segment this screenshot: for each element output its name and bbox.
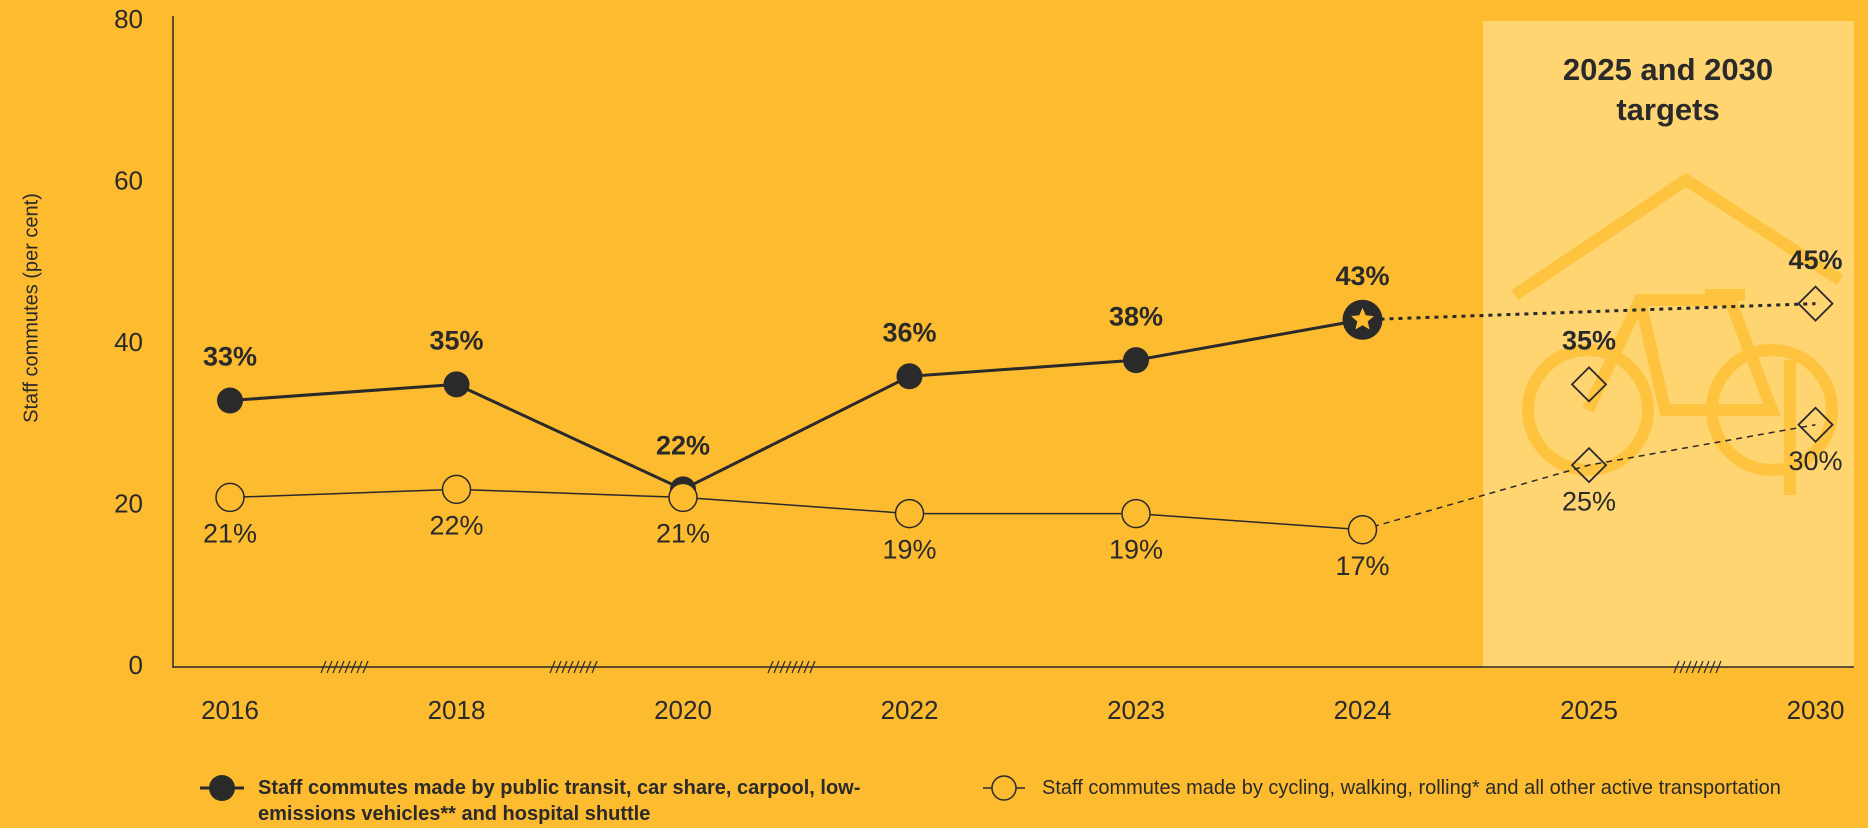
break-mark	[1685, 660, 1692, 674]
break-mark	[1691, 660, 1698, 674]
target-marker	[1797, 285, 1834, 322]
point	[1347, 514, 1378, 545]
x-tick-label: 2020	[654, 695, 712, 725]
point	[1121, 498, 1151, 529]
legend-entry: Staff commutes made by cycling, walking,…	[1042, 777, 1781, 799]
data-label: 19%	[882, 535, 936, 565]
star-icon	[1351, 307, 1374, 330]
break-mark	[797, 660, 804, 674]
series-line	[229, 488, 1363, 531]
break-mark	[338, 660, 345, 674]
break-mark	[585, 660, 592, 674]
data-label: 22%	[429, 510, 483, 540]
point	[441, 474, 472, 505]
break-mark	[579, 660, 586, 674]
break-mark	[549, 660, 556, 674]
y-tick-label: 60	[114, 165, 143, 195]
target-line	[1362, 424, 1816, 531]
data-label: 43%	[1335, 261, 1389, 291]
break-mark	[320, 660, 327, 674]
x-tick-label: 2023	[1107, 695, 1165, 725]
data-label: 33%	[203, 342, 257, 372]
break-mark	[773, 660, 780, 674]
data-label: 38%	[1109, 301, 1163, 331]
break-mark	[332, 660, 339, 674]
break-mark	[785, 660, 792, 674]
y-tick-label: 0	[129, 650, 143, 680]
break-mark	[555, 660, 562, 674]
decorative-icon	[1511, 172, 1844, 495]
break-mark	[344, 660, 351, 674]
break-mark	[1673, 660, 1680, 674]
break-mark	[1679, 660, 1686, 674]
x-tick-label: 2016	[201, 695, 259, 725]
target-marker	[1570, 446, 1608, 484]
target-title: 2025 and 2030 targets	[1562, 52, 1774, 127]
data-label: 36%	[882, 317, 936, 347]
y-axis-label: Staff commutes (per cent)	[20, 193, 42, 423]
data-label: 35%	[429, 326, 483, 356]
data-label: 25%	[1562, 486, 1616, 516]
axis-breaks	[320, 660, 1722, 674]
point	[668, 482, 698, 513]
break-mark	[1703, 660, 1710, 674]
break-mark	[591, 660, 598, 674]
break-mark	[1697, 660, 1704, 674]
legend-entry: Staff commutes made by public transit, c…	[258, 777, 861, 825]
target-line	[1362, 302, 1816, 322]
break-mark	[350, 660, 357, 674]
x-tick-label: 2022	[881, 695, 939, 725]
break-mark	[567, 660, 574, 674]
point	[1123, 347, 1149, 374]
y-tick-label: 80	[114, 4, 143, 34]
break-mark	[362, 660, 369, 674]
break-mark	[1709, 660, 1716, 674]
data-label: 30%	[1788, 446, 1842, 476]
break-mark	[561, 660, 568, 674]
break-mark	[791, 660, 798, 674]
data-label: 35%	[1562, 326, 1616, 356]
data-label: 45%	[1788, 245, 1842, 275]
y-tick-label: 20	[114, 488, 143, 518]
x-tick-label: 2024	[1334, 695, 1392, 725]
x-tick-label: 2018	[428, 695, 486, 725]
break-mark	[779, 660, 786, 674]
break-mark	[809, 660, 816, 674]
x-tick-label: 2030	[1787, 695, 1845, 725]
data-label: 17%	[1335, 551, 1389, 581]
point	[217, 387, 243, 414]
y-tick-label: 40	[114, 327, 143, 357]
target-marker	[1797, 406, 1834, 444]
data-label: 22%	[656, 430, 710, 460]
point	[894, 498, 925, 529]
x-tick-label: 2025	[1560, 695, 1618, 725]
data-label: 21%	[203, 519, 257, 549]
point	[896, 363, 923, 390]
break-mark	[767, 660, 774, 674]
target-marker	[1570, 366, 1608, 403]
series-line	[229, 318, 1363, 492]
point	[215, 482, 245, 513]
break-mark	[1715, 660, 1722, 674]
break-mark	[356, 660, 363, 674]
break-mark	[803, 660, 810, 674]
target-panel	[1483, 21, 1854, 667]
point	[443, 371, 470, 398]
data-label: 19%	[1109, 535, 1163, 565]
data-label: 21%	[656, 519, 710, 549]
break-mark	[326, 660, 333, 674]
break-mark	[573, 660, 580, 674]
